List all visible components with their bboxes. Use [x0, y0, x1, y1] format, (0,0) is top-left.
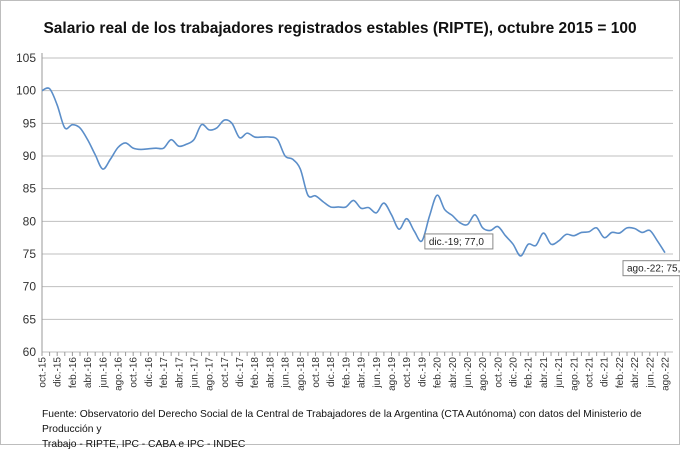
x-tick-label: oct.-18 — [311, 357, 322, 388]
x-tick-label: abr.-22 — [630, 357, 641, 389]
x-tick-label: feb.-21 — [524, 357, 535, 389]
y-tick-label: 90 — [23, 149, 37, 163]
y-tick-label: 100 — [16, 84, 36, 98]
y-tick-label: 60 — [23, 345, 37, 359]
x-tick-label: ago.-16 — [113, 357, 124, 391]
y-tick-label: 75 — [23, 247, 37, 261]
y-tick-label: 70 — [23, 280, 37, 294]
data-label: dic.-19; 77,0 — [429, 237, 484, 248]
y-tick-label: 85 — [23, 182, 37, 196]
x-tick-label: jun.-17 — [189, 357, 200, 389]
x-tick-label: ago.-22 — [661, 357, 672, 391]
x-tick-label: dic.-16 — [144, 357, 155, 387]
x-tick-label: jun.-21 — [554, 357, 565, 389]
x-tick-label: dic.-21 — [600, 357, 611, 387]
x-tick-label: feb.-18 — [250, 357, 261, 389]
x-tick-label: ago.-17 — [205, 357, 216, 391]
x-tick-label: ago.-20 — [478, 357, 489, 391]
x-tick-label: jun.-20 — [463, 357, 474, 389]
x-tick-label: dic.-19 — [417, 357, 428, 387]
x-tick-label: dic.-17 — [235, 357, 246, 387]
x-tick-label: abr.-19 — [357, 357, 368, 389]
x-tick-label: oct.-19 — [402, 357, 413, 388]
x-tick-label: jun.-16 — [98, 357, 109, 389]
x-tick-label: oct.-17 — [220, 357, 231, 388]
source-note: Fuente: Observatorio del Derecho Social … — [42, 407, 672, 452]
x-tick-label: feb.-19 — [341, 357, 352, 389]
x-tick-label: ago.-18 — [296, 357, 307, 391]
x-tick-label: dic.-18 — [326, 357, 337, 387]
source-line-1: Fuente: Observatorio del Derecho Social … — [42, 407, 672, 437]
x-tick-label: feb.-16 — [68, 357, 79, 389]
x-tick-label: oct.-16 — [129, 357, 140, 388]
x-tick-label: abr.-20 — [448, 357, 459, 389]
x-tick-label: abr.-16 — [83, 357, 94, 389]
x-tick-label: oct.-21 — [585, 357, 596, 388]
y-tick-label: 80 — [23, 214, 37, 228]
x-tick-label: oct.-20 — [493, 357, 504, 388]
x-tick-label: jun.-22 — [645, 357, 656, 389]
x-tick-label: jun.-19 — [372, 357, 383, 389]
y-tick-label: 105 — [16, 51, 36, 65]
x-tick-label: abr.-17 — [174, 357, 185, 389]
y-tick-label: 95 — [23, 116, 37, 130]
x-tick-label: ago.-21 — [569, 357, 580, 391]
y-tick-label: 65 — [23, 312, 37, 326]
data-label: ago.-22; 75,2 — [627, 264, 680, 275]
x-tick-label: abr.-21 — [539, 357, 550, 389]
x-tick-label: abr.-18 — [265, 357, 276, 389]
series-line-ripte — [42, 88, 665, 256]
x-tick-label: ago.-19 — [387, 357, 398, 391]
x-tick-label: dic.-20 — [509, 357, 520, 387]
x-tick-label: oct.-15 — [38, 357, 49, 388]
x-tick-label: feb.-17 — [159, 357, 170, 389]
x-tick-label: dic.-15 — [53, 357, 64, 387]
x-tick-label: feb.-22 — [615, 357, 626, 389]
x-tick-label: jun.-18 — [281, 357, 292, 389]
x-tick-label: feb.-20 — [433, 357, 444, 389]
